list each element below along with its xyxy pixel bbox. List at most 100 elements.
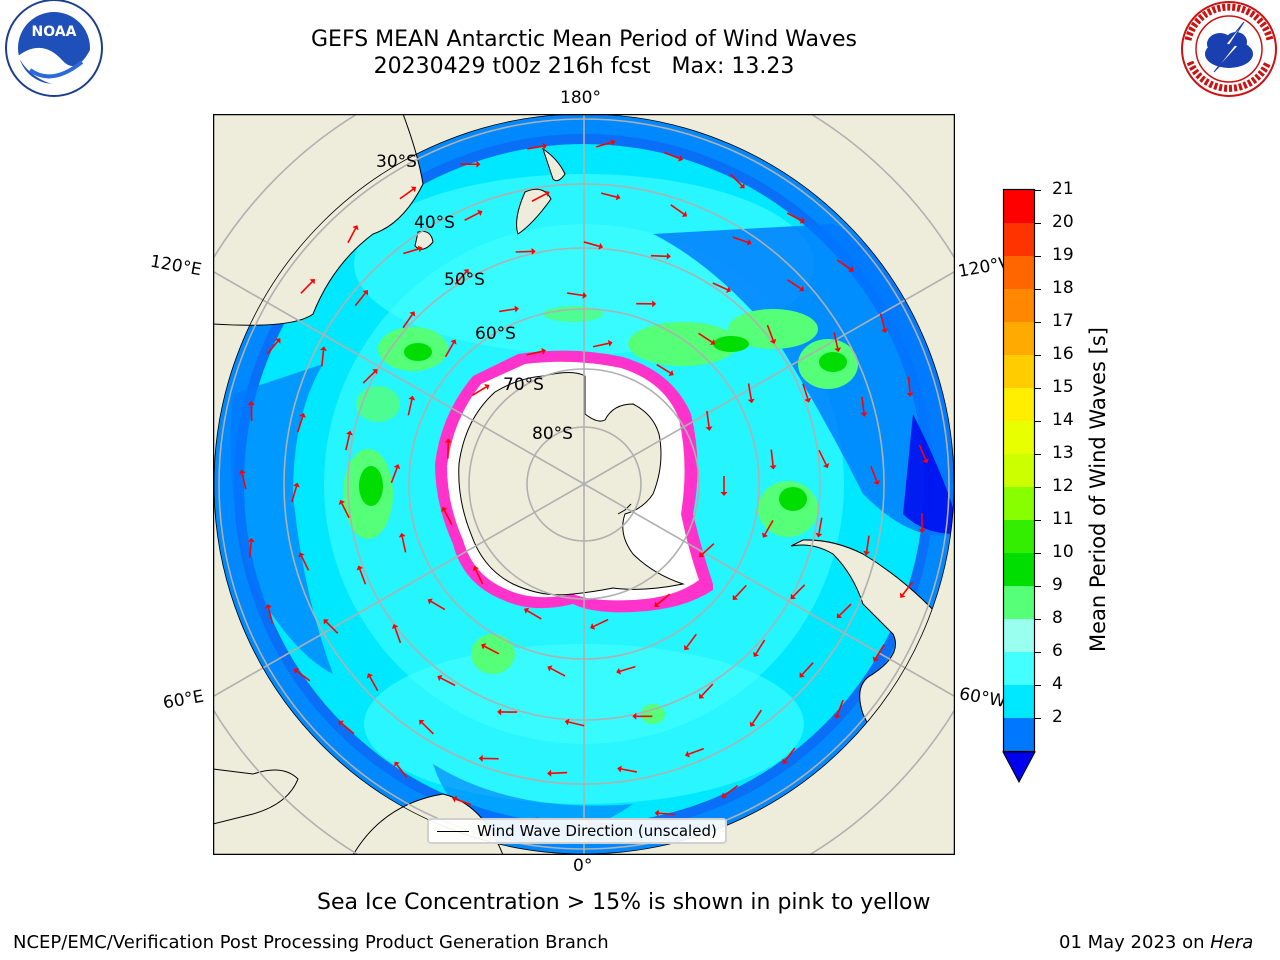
wind-arrow-shaft	[836, 699, 844, 716]
wind-arrow-head	[472, 566, 479, 572]
wind-arrow-head	[514, 305, 519, 313]
wind-arrow-shaft	[658, 812, 675, 816]
wind-arrow-head	[836, 612, 843, 619]
wind-arrow-shaft	[600, 192, 617, 198]
wind-arrow-shaft	[833, 332, 839, 349]
wind-arrow-head	[652, 300, 657, 308]
wind-arrow-head	[721, 792, 727, 799]
wind-arrow-head	[906, 392, 914, 397]
lat-label-50s: 50°S	[444, 270, 485, 290]
colorbar-tick-label: 2	[1052, 707, 1063, 727]
wind-arrow-shaft	[770, 449, 774, 466]
green-patch	[628, 322, 738, 366]
wind-arrow-shaft	[861, 396, 865, 413]
colorbar-cell	[1004, 652, 1034, 686]
wind-arrow-head	[804, 397, 812, 403]
colorbar-tick-label: 8	[1052, 608, 1063, 628]
map-legend: Wind Wave Direction (unscaled)	[427, 818, 727, 844]
wind-arrow-shaft	[712, 282, 728, 291]
wind-arrow-shaft	[526, 350, 543, 356]
wind-arrow-head	[452, 795, 458, 803]
wind-arrow-head	[372, 369, 378, 375]
wind-arrow-head	[410, 186, 417, 193]
wind-arrow-head	[666, 252, 671, 260]
wind-arrow-head	[705, 426, 713, 431]
colorbar-cell	[1004, 586, 1034, 620]
wind-arrow-shaft	[751, 709, 763, 724]
wind-arrow-shaft	[688, 747, 705, 755]
wind-arrow-head	[247, 400, 255, 406]
wind-arrow-head	[463, 269, 469, 275]
wind-arrow-shaft	[399, 188, 414, 200]
colorbar-cell	[1004, 685, 1034, 719]
wind-arrow-head	[863, 550, 871, 556]
lat-label-60s: 60°S	[475, 324, 516, 344]
colorbar-tick-mark	[1034, 454, 1041, 455]
colorbar-tick-label: 16	[1052, 344, 1074, 364]
wind-arrow-head	[531, 247, 536, 255]
wind-arrow-head	[799, 217, 805, 224]
colorbar-tick-label: 6	[1052, 641, 1063, 661]
wind-arrow-head	[247, 537, 255, 543]
wind-arrow-head	[822, 462, 830, 469]
wind-arrow-shaft	[443, 510, 453, 525]
wind-arrow-shaft	[300, 281, 313, 294]
wind-arrow-head	[419, 719, 425, 726]
wind-arrow-head	[484, 384, 490, 391]
wind-arrow-head	[408, 395, 416, 401]
colorbar-tick-mark	[1034, 718, 1041, 719]
polar-map	[213, 114, 955, 855]
colorbar-tick-label: 10	[1052, 542, 1074, 562]
wind-arrow-shaft	[902, 581, 914, 596]
wind-arrow-head	[238, 469, 246, 475]
colorbar-cell	[1004, 256, 1034, 290]
colorbar-tick-label: 12	[1052, 476, 1074, 496]
wind-arrow-head	[790, 593, 796, 600]
wind-arrow-head	[632, 712, 637, 720]
wind-arrow-head	[441, 506, 448, 513]
wind-arrow-head	[899, 592, 906, 598]
colorbar-tick-mark	[1034, 487, 1041, 488]
wind-arrow-shaft	[291, 486, 298, 503]
wind-arrow-head	[427, 598, 433, 605]
wind-arrow-head	[616, 667, 622, 675]
wind-arrow-head	[739, 183, 745, 189]
wind-arrow-shaft	[341, 503, 350, 519]
wind-arrow-shaft	[670, 204, 685, 215]
wind-arrow-shaft	[300, 555, 310, 571]
wind-arrow-head	[393, 464, 401, 470]
wind-arrow-shaft	[359, 568, 367, 585]
lon-label-60e: 60°E	[161, 686, 206, 714]
wind-arrow-shaft	[734, 584, 747, 598]
wind-arrow-shaft	[267, 607, 274, 624]
wind-arrow-head	[746, 239, 752, 246]
wind-arrow-shaft	[747, 383, 753, 400]
wind-arrow-shaft	[592, 342, 609, 348]
colorbar-cell	[1004, 388, 1034, 422]
map-frame	[213, 114, 955, 855]
colorbar-cell	[1004, 421, 1034, 455]
nws-logo-icon	[1181, 1, 1277, 97]
wind-arrow-head	[450, 339, 457, 345]
wind-arrow-shaft	[656, 363, 671, 374]
wind-arrow-shaft	[664, 151, 680, 160]
colorbar-cell	[1004, 454, 1034, 488]
colorbar-cell	[1004, 487, 1034, 521]
wind-arrow-shaft	[802, 383, 809, 400]
colorbar-cell	[1004, 289, 1034, 323]
colorbar-cell	[1004, 190, 1034, 224]
wind-arrow-shaft	[345, 434, 351, 451]
wind-arrow-head	[769, 338, 777, 344]
wind-arrow-shaft	[475, 569, 484, 585]
wind-arrow-shaft	[550, 667, 566, 677]
wind-arrow-head	[547, 665, 553, 672]
colorbar-cell	[1004, 355, 1034, 389]
wind-arrow-head	[881, 328, 888, 334]
wind-arrow-head	[654, 809, 659, 817]
colorbar-tick-mark	[1034, 190, 1041, 191]
wind-arrow-head	[699, 551, 705, 558]
wind-arrow-shaft	[701, 683, 714, 697]
wind-arrow-head	[720, 492, 728, 496]
colorbar-tick-mark	[1034, 388, 1041, 389]
wind-arrow-head	[478, 754, 483, 762]
